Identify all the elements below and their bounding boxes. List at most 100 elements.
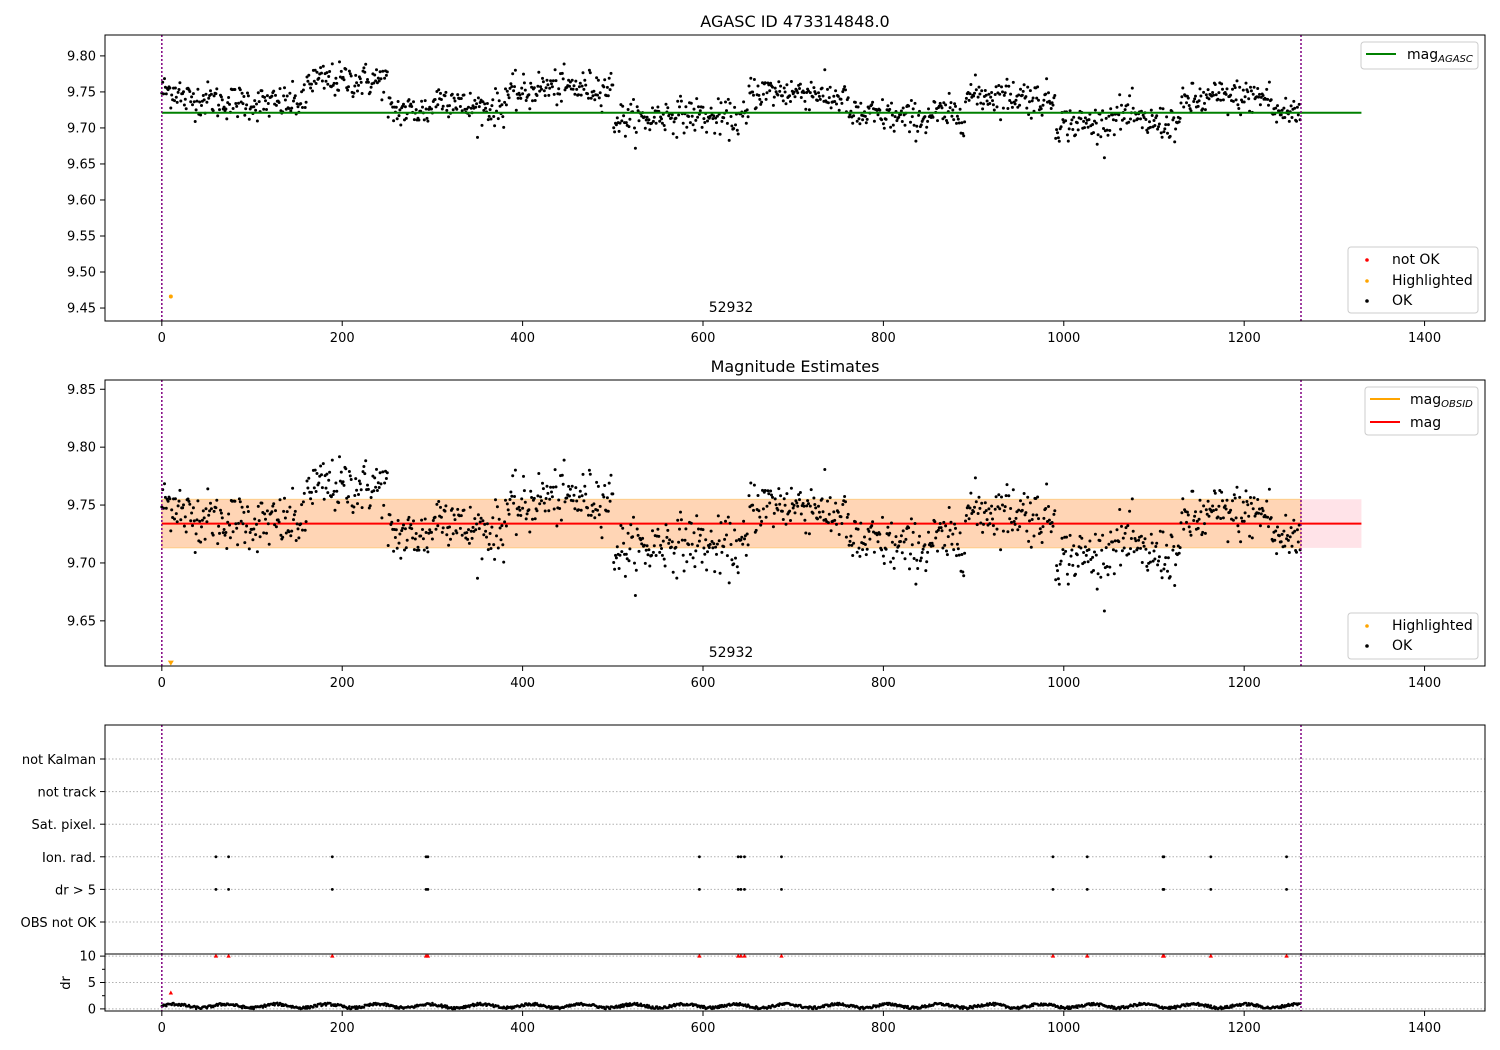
ok-point bbox=[1168, 575, 1172, 579]
ok-point bbox=[278, 87, 282, 91]
ok-point bbox=[279, 533, 283, 537]
ok-point bbox=[480, 123, 484, 127]
panel4-ylabel: dr bbox=[59, 976, 74, 990]
dr-point bbox=[971, 1006, 974, 1010]
flag-point bbox=[739, 888, 743, 891]
ok-point bbox=[1028, 519, 1031, 523]
ok-point bbox=[297, 536, 301, 540]
ok-point bbox=[1266, 97, 1270, 101]
ok-point bbox=[915, 124, 919, 128]
ok-point bbox=[1024, 511, 1028, 515]
ok-point bbox=[732, 562, 736, 566]
ok-point bbox=[575, 87, 579, 91]
ok-point bbox=[858, 554, 862, 558]
ok-point bbox=[441, 526, 445, 530]
ok-point bbox=[274, 103, 278, 107]
dr-point bbox=[1067, 1005, 1071, 1008]
ok-point bbox=[500, 524, 504, 528]
ok-point bbox=[194, 532, 198, 536]
ok-point bbox=[747, 494, 751, 498]
ok-point bbox=[288, 91, 292, 95]
ok-point bbox=[671, 570, 675, 574]
ok-point bbox=[677, 540, 681, 544]
ok-point bbox=[1165, 543, 1169, 547]
ok-point bbox=[723, 537, 727, 541]
ok-point bbox=[381, 470, 385, 474]
ok-point bbox=[741, 114, 745, 118]
ok-point bbox=[1124, 526, 1128, 530]
ok-point bbox=[215, 498, 219, 502]
ok-point bbox=[772, 511, 776, 515]
ok-point bbox=[765, 91, 769, 95]
y-tick-label: 9.55 bbox=[67, 229, 96, 244]
ok-point bbox=[533, 99, 537, 102]
ok-point bbox=[237, 521, 240, 525]
ok-point bbox=[1284, 513, 1288, 517]
ok-point bbox=[886, 104, 890, 108]
ok-point bbox=[351, 511, 355, 514]
ok-point bbox=[178, 81, 182, 85]
ok-point bbox=[1257, 95, 1261, 99]
ok-point bbox=[1013, 522, 1017, 526]
flag-point bbox=[214, 888, 218, 891]
dr-flagged-point bbox=[330, 953, 335, 958]
ok-point bbox=[491, 98, 495, 102]
ok-point bbox=[1035, 513, 1039, 517]
ok-point bbox=[918, 534, 921, 538]
ok-point bbox=[417, 118, 421, 122]
dr-point bbox=[319, 1002, 322, 1005]
ok-point bbox=[1010, 101, 1013, 105]
ok-point bbox=[659, 543, 663, 547]
ok-point bbox=[734, 556, 737, 560]
dr-point bbox=[1131, 1005, 1135, 1008]
ok-point bbox=[919, 556, 923, 560]
ok-point bbox=[668, 538, 672, 542]
ok-point bbox=[1286, 538, 1290, 542]
dr-point bbox=[635, 1001, 639, 1005]
ok-point bbox=[799, 512, 803, 516]
ok-point bbox=[1245, 500, 1249, 503]
ok-point bbox=[934, 536, 938, 540]
ok-point bbox=[811, 511, 815, 515]
ok-point bbox=[1179, 521, 1183, 525]
ok-point bbox=[278, 498, 282, 502]
dr-point bbox=[362, 1005, 366, 1009]
y-tick-label: 10 bbox=[79, 950, 96, 965]
ok-point bbox=[746, 115, 750, 119]
ok-point bbox=[366, 483, 369, 487]
ok-point bbox=[936, 119, 939, 123]
ok-point bbox=[445, 533, 449, 537]
ok-point bbox=[335, 489, 339, 493]
ok-point bbox=[944, 103, 948, 107]
ok-point bbox=[654, 121, 658, 125]
ok-point bbox=[174, 95, 178, 99]
ok-point bbox=[362, 465, 366, 468]
ok-point bbox=[791, 506, 795, 510]
ok-point bbox=[173, 86, 177, 90]
ok-point bbox=[334, 481, 338, 485]
ok-point bbox=[1144, 118, 1148, 121]
ok-point bbox=[931, 544, 935, 548]
ok-point bbox=[226, 520, 230, 524]
ok-point bbox=[303, 528, 307, 532]
ok-point bbox=[836, 510, 840, 514]
ok-point bbox=[337, 88, 341, 92]
ok-point bbox=[1109, 107, 1113, 111]
ok-point bbox=[266, 102, 270, 105]
ok-point bbox=[1064, 119, 1068, 123]
ok-point bbox=[341, 75, 345, 79]
ok-point bbox=[1252, 85, 1256, 89]
ok-point bbox=[789, 486, 793, 490]
ok-point bbox=[758, 97, 762, 101]
ok-point bbox=[660, 121, 664, 125]
ok-point bbox=[768, 501, 772, 505]
ok-point bbox=[327, 478, 331, 482]
ok-point bbox=[683, 538, 687, 542]
ok-point bbox=[299, 522, 303, 526]
ok-point bbox=[881, 515, 884, 519]
ok-point bbox=[304, 100, 308, 104]
x-tick-label: 200 bbox=[330, 1021, 355, 1036]
ok-point bbox=[820, 86, 824, 90]
